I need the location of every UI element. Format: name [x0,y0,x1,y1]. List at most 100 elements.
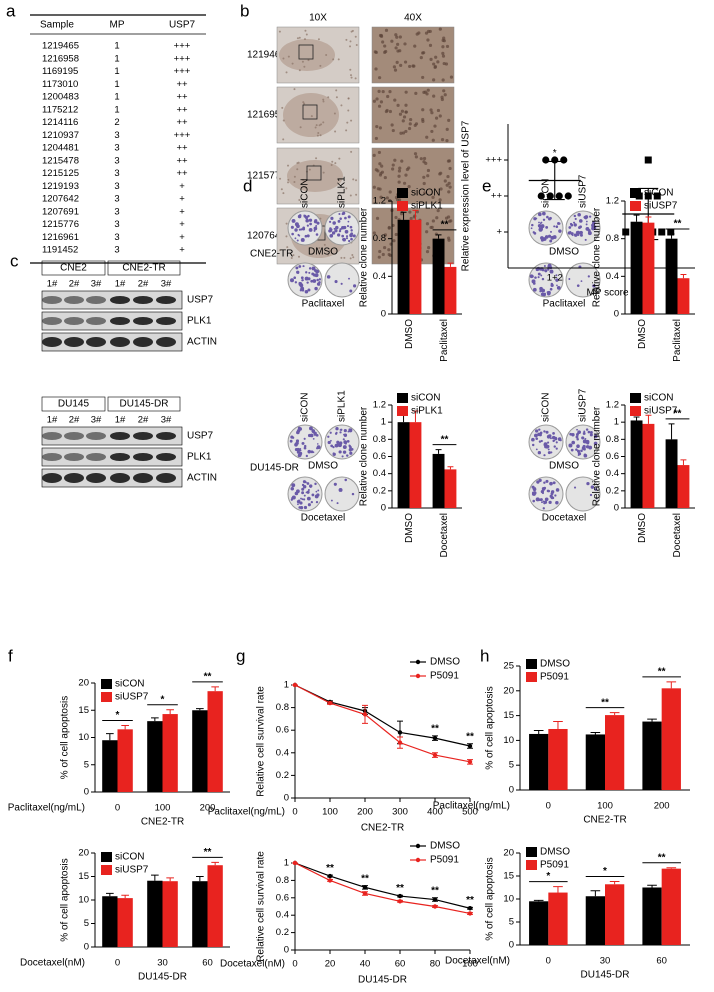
cell [317,38,320,41]
table-header: USP7 [169,20,196,31]
colony [534,276,537,279]
cell [318,247,321,250]
cell [431,219,435,223]
lane-label: 2# [69,279,80,290]
bar [642,222,655,314]
error-bar [151,717,159,722]
colony [339,441,343,445]
y-tick-label: 1 [381,417,386,428]
y-tick-label: 0.6 [276,892,289,903]
colony [317,489,320,492]
cell [377,89,381,93]
cell [319,134,322,137]
colony [589,215,592,218]
y-tick-label: 1.2 [373,400,386,411]
series-line [294,684,471,747]
legend-label: siCON [115,679,144,690]
table-cell: 1200483 [42,92,79,103]
y-tick-label: +++ [485,155,502,166]
cell [291,62,294,65]
x-tick-label: Docetaxel [439,513,450,557]
colony [339,217,342,220]
colony [552,439,555,443]
cell [334,162,337,165]
y-tick-label: 20 [78,848,89,859]
colony [310,279,314,283]
colony [299,283,304,288]
cell [404,173,408,177]
cell [287,55,290,58]
band [133,432,153,440]
colony [591,226,596,231]
bar [207,865,223,947]
y-tick-label: 0.8 [373,233,386,244]
protein-label: PLK1 [187,452,212,463]
colony [291,218,296,223]
colony [329,234,334,238]
cell [376,169,380,173]
y-tick-label: 0 [84,787,89,798]
colony [296,239,299,242]
colony [307,277,311,281]
cell [404,90,408,94]
error-bar [647,884,657,888]
colony [537,276,540,279]
colony [533,433,538,438]
colony [542,507,545,510]
cell [377,255,381,259]
dish [565,262,601,298]
cell [349,40,352,43]
colony [590,485,595,489]
cell [433,124,437,128]
error-bar [668,423,675,440]
colony [538,498,542,502]
colony [291,232,294,236]
colony [577,454,580,456]
table-cell: 2 [114,117,119,128]
y-tick-label: 5 [509,917,514,928]
colony [576,438,579,441]
point [397,893,403,899]
colony [585,220,588,223]
cell [445,127,449,131]
colony [538,221,540,224]
cell [422,156,427,161]
legend-label: siUSP7 [644,406,678,417]
cell [298,69,301,72]
cell [435,216,439,220]
legend-label: P5091 [540,860,569,871]
legend-swatch [630,188,641,198]
colony [569,231,572,234]
cell [279,177,282,180]
cell [377,150,382,155]
colony [302,485,307,489]
cell [298,198,301,201]
cell [438,114,442,118]
colony [296,450,300,454]
colony [552,235,557,240]
cell [297,161,300,164]
x-tick-label: 40 [360,959,371,970]
cell [427,246,431,250]
colony [343,428,347,433]
colony [556,284,558,287]
dish [565,476,601,512]
cell [447,238,451,242]
colony [308,271,311,274]
cell [282,192,285,195]
y-tick-label: + [496,227,502,238]
error-bar [121,725,129,730]
dish [528,262,564,298]
colony [580,280,583,283]
group-label: DU145-DR [120,399,169,410]
colony [541,501,543,504]
colony [549,269,554,274]
cell [280,188,283,191]
treatment-label: DMSO [308,461,338,472]
band [42,453,62,461]
legend-swatch [101,692,112,702]
cell [436,209,440,213]
subtitle: DU145-DR [138,972,187,983]
cell [394,232,398,237]
colony [586,445,588,448]
